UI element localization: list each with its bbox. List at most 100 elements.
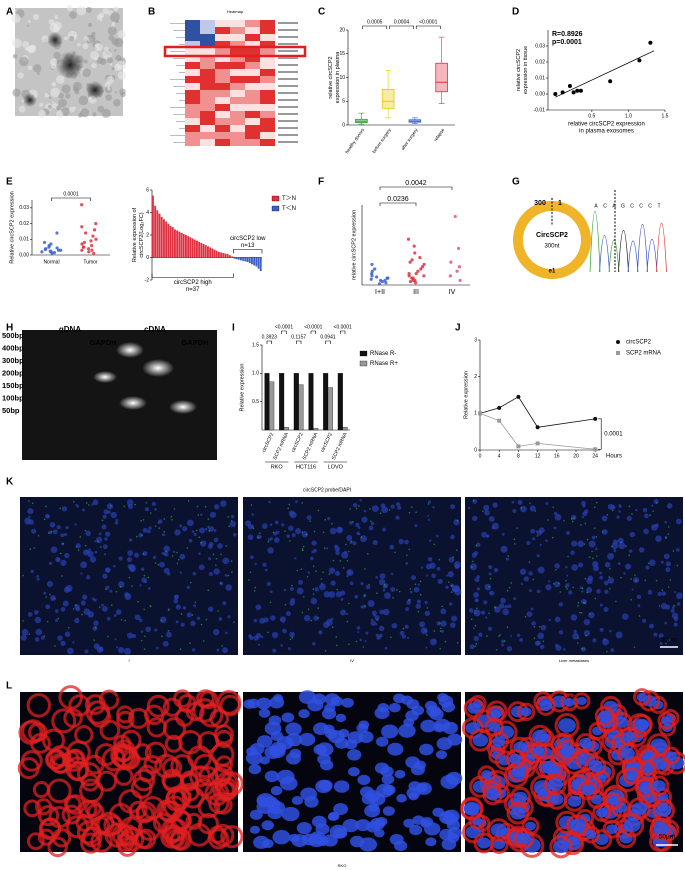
- nucleus: [436, 621, 441, 626]
- nucleus: [106, 503, 114, 510]
- point: [80, 248, 84, 252]
- nucleus: [484, 509, 490, 516]
- nucleus: [313, 615, 319, 621]
- nucleus: [519, 568, 527, 575]
- probe-signal: [510, 582, 513, 584]
- bar: [337, 373, 343, 431]
- heatmap-cell: [245, 83, 260, 90]
- probe-signal: [577, 637, 579, 639]
- heatmap-title: Heatmap: [227, 9, 244, 14]
- nucleus: [324, 703, 336, 713]
- texture: [111, 37, 119, 46]
- probe-signal: [611, 545, 613, 548]
- nucleus: [398, 538, 404, 545]
- heatmap-cell: [215, 55, 230, 62]
- cytoplasm-signal: [65, 794, 86, 815]
- probe-signal: [584, 577, 587, 580]
- point: [80, 225, 84, 229]
- nucleus: [127, 550, 134, 557]
- probe-signal: [649, 514, 651, 516]
- nucleus: [631, 588, 634, 591]
- row-label: [278, 50, 298, 52]
- probe-signal: [665, 537, 667, 539]
- texture: [18, 105, 26, 113]
- cytoplasm-signal: [21, 719, 46, 744]
- cytoplasm-signal: [657, 711, 676, 730]
- nucleus: [594, 547, 598, 551]
- probe-signal: [37, 534, 40, 537]
- probe-signal: [186, 547, 189, 549]
- cytoplasm-signal: [662, 746, 681, 765]
- probe-signal: [552, 506, 555, 508]
- probe-signal: [284, 530, 286, 532]
- nucleus: [179, 553, 186, 560]
- probe-signal: [355, 507, 358, 510]
- cytoplasm-signal: [195, 778, 214, 797]
- probe-signal: [272, 531, 275, 534]
- y-tick-label: 2: [474, 374, 477, 380]
- nucleus: [390, 504, 395, 509]
- probe-signal: [312, 565, 315, 567]
- nucleus: [438, 695, 454, 708]
- nucleus: [285, 722, 302, 736]
- probe-signal: [301, 548, 304, 550]
- probe-signal: [324, 518, 327, 521]
- nucleus: [315, 779, 332, 794]
- nucleus: [380, 503, 386, 508]
- nucleus: [567, 795, 582, 807]
- probe-signal: [580, 612, 583, 614]
- nucleus: [93, 620, 99, 626]
- cytoplasm-signal: [132, 768, 156, 792]
- probe-signal: [161, 635, 163, 638]
- heatmap-cell: [185, 125, 200, 132]
- probe-signal: [474, 624, 477, 627]
- nucleus: [154, 508, 157, 511]
- nucleus: [653, 632, 658, 637]
- nucleus: [280, 644, 283, 647]
- nucleus: [365, 789, 381, 802]
- nucleus: [419, 621, 426, 628]
- nucleus: [360, 535, 368, 543]
- nucleus: [372, 540, 378, 546]
- heatmap-cell: [230, 104, 245, 111]
- probe-signal: [669, 579, 672, 581]
- nucleus: [279, 776, 298, 791]
- fit-line: [555, 50, 655, 98]
- nucleus: [552, 840, 570, 854]
- probe-signal: [498, 635, 500, 637]
- probe-signal: [134, 503, 136, 506]
- cytoplasm-signal: [101, 747, 126, 772]
- probe-signal: [615, 600, 617, 603]
- probe-signal: [320, 578, 323, 580]
- texture: [44, 92, 50, 98]
- heatmap-cell: [230, 55, 245, 62]
- texture: [73, 86, 79, 92]
- nucleus: [87, 550, 94, 558]
- nucleus: [405, 561, 409, 565]
- nucleus: [440, 629, 444, 633]
- cytoplasm-signal: [468, 812, 486, 830]
- probe-signal: [140, 639, 143, 642]
- nucleus: [445, 585, 449, 589]
- point: [87, 250, 91, 254]
- probe-signal: [630, 578, 632, 580]
- nucleus: [312, 642, 316, 646]
- nucleus: [635, 508, 638, 512]
- nucleus: [62, 600, 69, 607]
- p-value: 0.0941: [320, 334, 336, 340]
- nucleus: [548, 580, 551, 583]
- nucleus: [324, 693, 340, 706]
- probe-signal: [584, 522, 587, 525]
- nucleus: [338, 728, 350, 738]
- nucleus: [323, 591, 331, 598]
- nucleus: [563, 648, 566, 651]
- probe-signal: [370, 520, 372, 522]
- probe-signal: [301, 502, 303, 504]
- probe-signal: [322, 571, 324, 573]
- label: MERGE: [567, 694, 582, 699]
- heatmap-cell: [200, 34, 215, 41]
- bar: [264, 373, 270, 431]
- probe-signal: [470, 566, 473, 568]
- nucleus: [290, 587, 294, 591]
- nucleus: [571, 779, 586, 791]
